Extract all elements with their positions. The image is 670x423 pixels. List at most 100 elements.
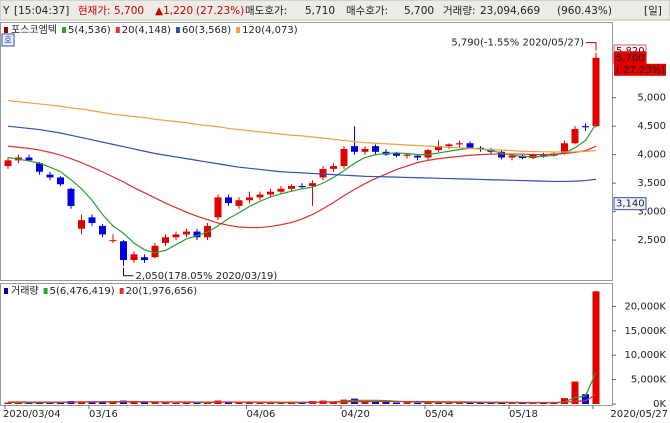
bid: 5,700: [404, 5, 434, 17]
volume-bar: [151, 402, 159, 404]
header-icon[interactable]: Y: [2, 5, 10, 17]
volume-bar: [225, 402, 232, 404]
candle-body: [414, 155, 421, 158]
candle-body: [120, 241, 127, 261]
moving-average: [7, 123, 597, 254]
volume-bar: [183, 402, 190, 404]
candle-body: [46, 174, 54, 178]
volume-bar: [361, 401, 369, 404]
candle-body: [330, 166, 337, 169]
price-label: 현재가:: [78, 5, 111, 17]
candle-body: [151, 245, 159, 258]
candle-body: [435, 146, 442, 151]
legend-swatch: [43, 288, 48, 294]
legend-swatch: [4, 288, 8, 294]
volume-bar: [466, 402, 474, 404]
legend-swatch: [119, 288, 124, 294]
ask-label: 매도호가:: [245, 5, 287, 17]
volume-bar: [162, 402, 169, 404]
candle-body: [67, 188, 75, 206]
volume-bar: [582, 394, 589, 404]
legend-entry: 5(6,476,419): [50, 286, 115, 297]
low-annotation: 2,050(178.05% 2020/03/19): [136, 271, 278, 282]
volume-bar: [393, 402, 400, 404]
legend-entry: 20(1,976,656): [126, 286, 198, 297]
volume-pct: (960.43%): [557, 5, 612, 17]
volume-bar: [88, 401, 96, 404]
change-tag: [614, 63, 666, 76]
candle-body: [256, 194, 264, 198]
volume-bar: [298, 402, 306, 404]
volume-bar: [529, 402, 537, 404]
candle-body: [309, 183, 316, 186]
volume-bar: [561, 398, 568, 404]
candle-body: [582, 126, 589, 128]
candle-body: [88, 217, 96, 224]
candle-body: [214, 197, 222, 218]
x-tick-label: 2020/03/04: [3, 409, 61, 420]
candle-body: [99, 225, 106, 235]
volume-bar: [571, 381, 579, 404]
volume-panel: [0, 283, 613, 406]
candle-body: [288, 185, 295, 189]
candle-body: [246, 197, 253, 201]
volume-bar: [403, 402, 411, 404]
volume-bar: [445, 402, 453, 404]
volume-bar: [15, 402, 22, 404]
candle-body: [466, 143, 474, 148]
y-tick-label: 10,000K: [624, 350, 666, 361]
y-tick-label: 5,000: [637, 93, 666, 104]
volume-bar: [456, 402, 463, 404]
candle-body: [267, 191, 274, 195]
high-annotation: 5,790(-1.55% 2020/05/27): [451, 38, 584, 49]
badge-box[interactable]: [1, 33, 15, 47]
legend-entry: 60(3,568): [182, 25, 231, 36]
candle-body: [456, 143, 463, 145]
candle-body: [4, 160, 12, 167]
ask: 5,710: [305, 5, 335, 17]
legend-swatch: [4, 27, 8, 33]
annotation-arrow: [586, 42, 597, 51]
volume-bar: [592, 291, 600, 404]
badge[interactable]: 호: [4, 35, 12, 46]
candle-body: [36, 163, 43, 172]
candle-body: [141, 257, 148, 261]
y-tick-label: 3,500: [637, 178, 666, 189]
candle-body: [361, 148, 369, 152]
y-tick-label: 15,000K: [624, 326, 666, 337]
x-tick-label: 04/06: [247, 409, 276, 420]
candle-body: [235, 200, 243, 206]
bid-label: 매수호가:: [346, 5, 388, 17]
legend-entry: 20(4,148): [122, 25, 171, 36]
candle-body: [508, 155, 516, 158]
volume-bar: [193, 402, 201, 404]
x-tick-label: 04/20: [341, 409, 370, 420]
candle-body: [561, 143, 568, 154]
volume-bar: [382, 402, 390, 404]
legend-swatch: [115, 27, 120, 33]
volume-bar: [372, 401, 379, 404]
candle-body: [109, 240, 117, 242]
legend-entry: 5(4,536): [68, 25, 111, 36]
candle-body: [340, 148, 348, 167]
annotation-arrow: [123, 267, 134, 277]
volume-bar: [288, 402, 295, 404]
moving-average: [7, 145, 597, 229]
volume-bar: [414, 402, 421, 404]
y-tick-label: 3,000: [637, 207, 666, 218]
y-tick-label: 4,000: [637, 150, 666, 161]
volume-bar: [540, 403, 547, 405]
price-tag-label: 5,700: [616, 53, 645, 64]
y-tick-label: 4,500: [637, 121, 666, 132]
volume-bar: [256, 402, 264, 404]
change: ▲1,220: [155, 5, 193, 17]
volume-bar: [424, 402, 432, 404]
volume-bar: [235, 402, 243, 404]
candle-body: [162, 237, 169, 243]
volume-bar: [267, 402, 274, 404]
volume-bar: [508, 402, 516, 404]
period[interactable]: [일]: [644, 4, 662, 17]
volume-bar: [141, 402, 148, 404]
x-tick-label: 2020/05/27: [610, 409, 668, 420]
moving-average: [7, 125, 597, 183]
